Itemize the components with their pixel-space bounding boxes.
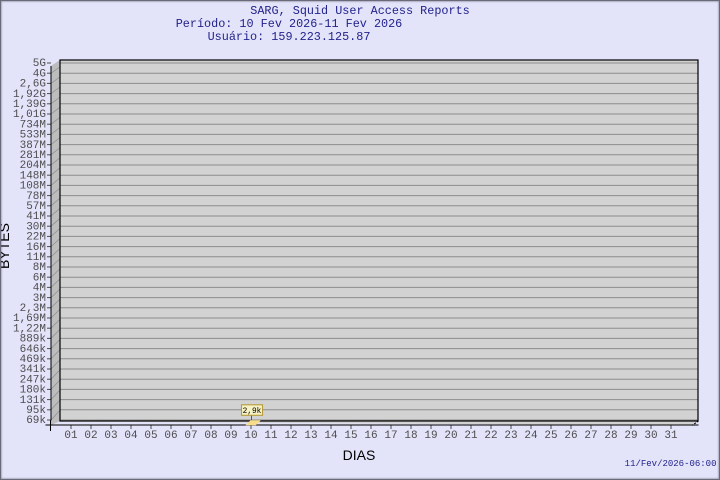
svg-text:23: 23 (504, 430, 517, 442)
svg-text:22: 22 (484, 430, 497, 442)
svg-text:11/Fev/2026-06:00: 11/Fev/2026-06:00 (625, 459, 717, 469)
svg-text:19: 19 (424, 430, 437, 442)
svg-text:25: 25 (544, 430, 557, 442)
svg-text:17: 17 (384, 430, 397, 442)
svg-text:03: 03 (104, 430, 117, 442)
svg-text:20: 20 (444, 430, 457, 442)
svg-text:05: 05 (144, 430, 157, 442)
svg-text:06: 06 (164, 430, 177, 442)
svg-text:07: 07 (184, 430, 197, 442)
svg-text:13: 13 (304, 430, 317, 442)
svg-text:21: 21 (464, 430, 478, 442)
svg-text:27: 27 (584, 430, 597, 442)
svg-text:09: 09 (224, 430, 237, 442)
svg-text:BYTES: BYTES (0, 223, 12, 269)
svg-text:31: 31 (664, 430, 678, 442)
svg-text:30: 30 (644, 430, 657, 442)
svg-text:11: 11 (264, 430, 278, 442)
svg-text:18: 18 (404, 430, 417, 442)
svg-text:Período: 10 Fev 2026-11 Fev 20: Período: 10 Fev 2026-11 Fev 2026 (176, 17, 403, 31)
svg-text:29: 29 (624, 430, 637, 442)
svg-text:02: 02 (84, 430, 97, 442)
svg-text:12: 12 (284, 430, 297, 442)
svg-text:14: 14 (324, 430, 338, 442)
svg-text:08: 08 (204, 430, 217, 442)
svg-text:Usuário: 159.223.125.87: Usuário: 159.223.125.87 (208, 30, 371, 44)
svg-text:26: 26 (564, 430, 577, 442)
svg-text:04: 04 (124, 430, 138, 442)
svg-text:2,9k: 2,9k (243, 408, 262, 416)
svg-text:15: 15 (344, 430, 357, 442)
svg-text:69k: 69k (26, 415, 46, 427)
svg-text:01: 01 (64, 430, 78, 442)
svg-text:16: 16 (364, 430, 377, 442)
svg-text:28: 28 (604, 430, 617, 442)
svg-text:24: 24 (524, 430, 538, 442)
svg-text:DIAS: DIAS (343, 447, 376, 463)
svg-text:10: 10 (244, 430, 257, 442)
svg-text:SARG, Squid User Access Report: SARG, Squid User Access Reports (250, 4, 469, 18)
